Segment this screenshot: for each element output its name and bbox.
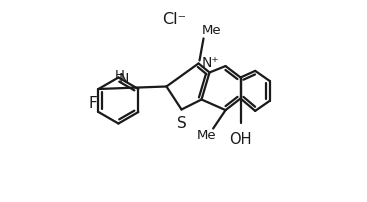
- Text: Me: Me: [197, 129, 216, 142]
- Text: H: H: [115, 69, 124, 82]
- Text: S: S: [177, 116, 186, 130]
- Text: N: N: [118, 72, 128, 86]
- Text: Cl⁻: Cl⁻: [163, 12, 186, 27]
- Text: N⁺: N⁺: [202, 56, 220, 70]
- Text: Me: Me: [202, 24, 221, 37]
- Text: OH: OH: [229, 131, 252, 146]
- Text: F: F: [88, 96, 97, 110]
